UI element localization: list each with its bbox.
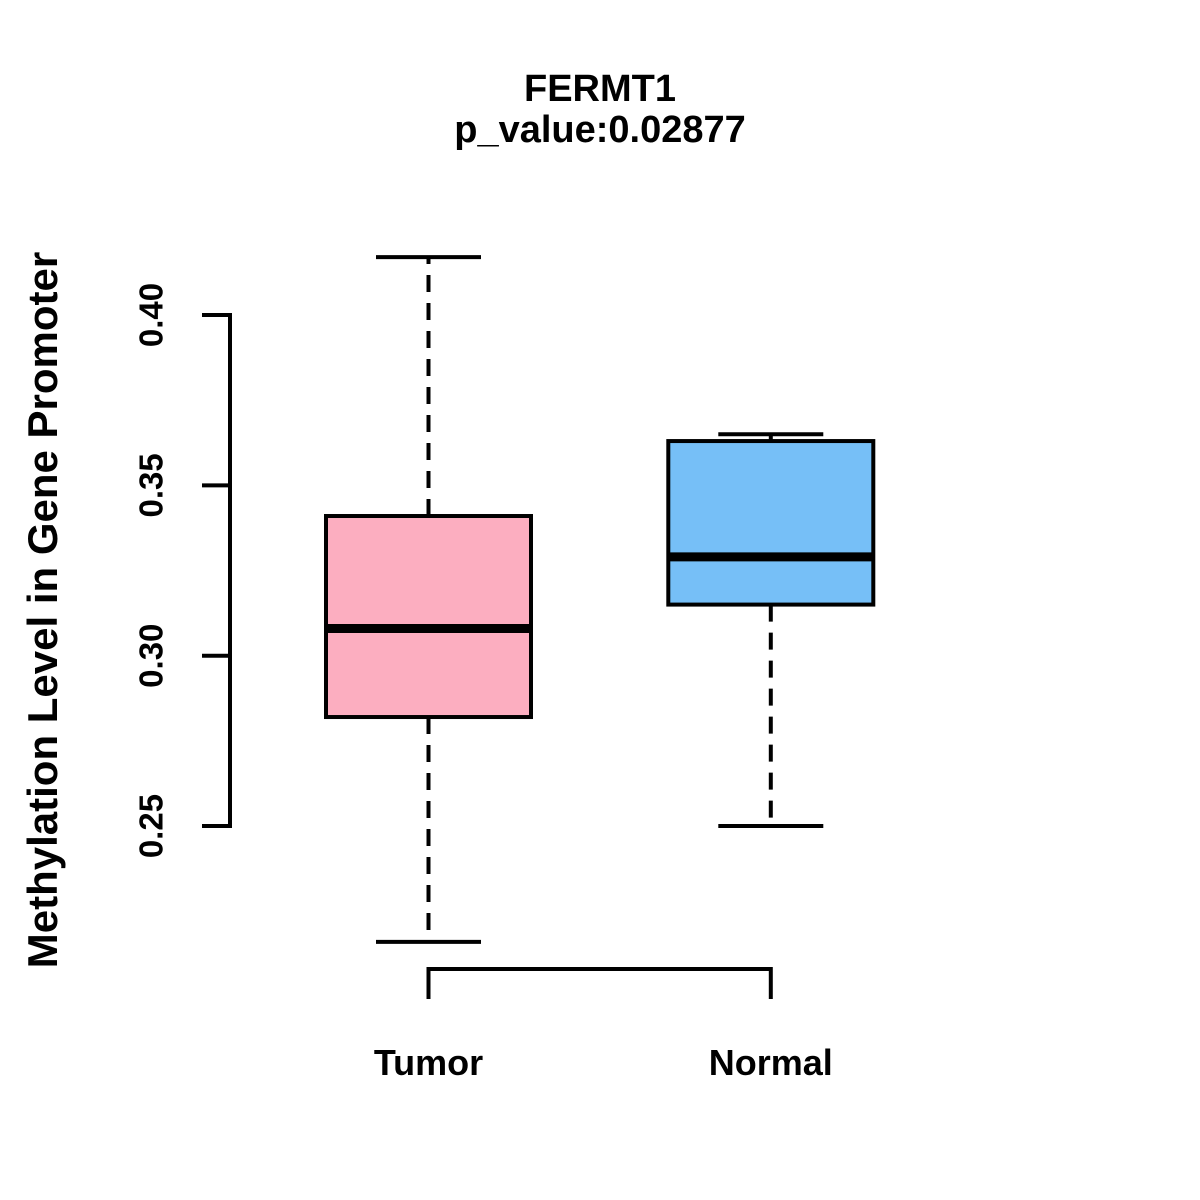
chart-subtitle: p_value:0.02877 xyxy=(454,109,746,151)
x-category-label-normal: Normal xyxy=(709,1042,833,1083)
y-axis-tick-label: 0.40 xyxy=(133,283,170,347)
y-axis-tick-label: 0.30 xyxy=(133,624,170,688)
chart-title: FERMT1 xyxy=(524,68,676,110)
y-axis-tick-label: 0.35 xyxy=(133,453,170,517)
x-category-label-tumor: Tumor xyxy=(374,1042,483,1083)
tumor-box xyxy=(324,514,533,720)
x-axis-bracket xyxy=(426,967,773,999)
y-axis-tick-label: 0.25 xyxy=(133,794,170,858)
normal-box xyxy=(666,439,876,607)
